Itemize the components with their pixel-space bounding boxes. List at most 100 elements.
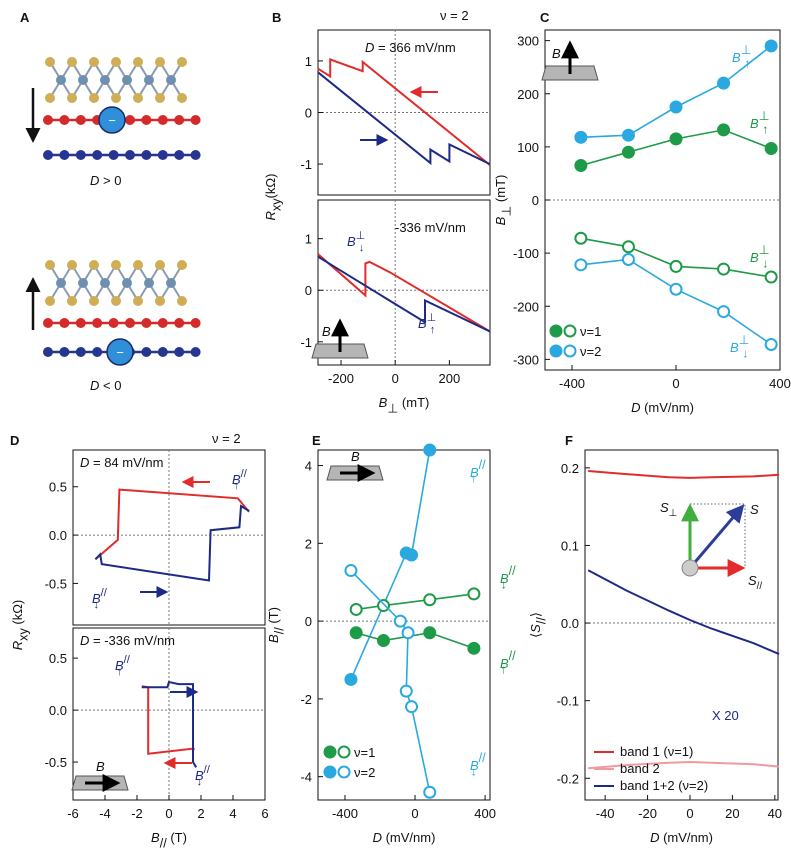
series-label-part: ↓ xyxy=(501,577,507,591)
panel-letter: D xyxy=(10,433,19,448)
annotation-part: ν = 2 xyxy=(212,431,241,446)
data-line xyxy=(141,685,196,755)
annotation-part: ↓ xyxy=(359,242,365,254)
data-point xyxy=(669,100,683,114)
data-point xyxy=(717,76,731,90)
legend-marker xyxy=(563,324,577,338)
connector xyxy=(350,570,431,793)
annotation: B⊥ ↓ xyxy=(347,230,365,254)
charge-sign: − xyxy=(116,345,124,360)
y-axis-label-part: (kΩ) xyxy=(263,174,278,199)
y-tick-label: -0.2 xyxy=(557,771,579,786)
annotation: B//↑ xyxy=(232,468,248,492)
data-line xyxy=(94,504,250,582)
connector xyxy=(580,45,772,139)
annotation-part: // xyxy=(101,587,108,599)
data-point xyxy=(574,258,588,272)
x-tick-label: -40 xyxy=(596,806,615,821)
y-tick-label: 0 xyxy=(305,106,312,121)
data-point xyxy=(423,443,437,457)
annotation-part: X 20 xyxy=(712,708,739,723)
data-point xyxy=(669,259,683,273)
legend-label: band 2 xyxy=(620,761,660,776)
x-tick-label: -2 xyxy=(131,806,143,821)
data-point xyxy=(467,641,481,655)
data-point xyxy=(423,593,437,607)
chain-atom xyxy=(75,150,86,160)
spin-ball xyxy=(681,559,699,577)
y-axis-label: B// (T) xyxy=(266,607,286,643)
data-point xyxy=(423,626,437,640)
data-point xyxy=(344,564,358,578)
chain-atom xyxy=(43,347,53,357)
annotation-part: // xyxy=(124,654,131,666)
y-axis-label-part: S xyxy=(528,624,543,633)
data-point xyxy=(393,614,407,628)
y-tick-label: 0.0 xyxy=(49,528,67,543)
atom-s xyxy=(67,93,77,103)
x-axis-label-part: // xyxy=(160,836,167,850)
series-label-part: // xyxy=(509,564,516,578)
chain-atom xyxy=(75,318,86,328)
annotation-part: B xyxy=(232,472,241,487)
data-point xyxy=(401,626,415,640)
data-line xyxy=(94,488,250,561)
x-tick-label: 0 xyxy=(165,806,172,821)
series-label-part: B xyxy=(750,116,759,131)
data-line xyxy=(588,470,780,479)
x-tick-label: 0 xyxy=(392,371,399,386)
x-axis-label: D (mV/nm) xyxy=(373,830,436,845)
plot-frame xyxy=(317,199,491,366)
inset-label: S xyxy=(750,502,759,517)
y-tick-label: 0.2 xyxy=(561,461,579,476)
panel-letter: C xyxy=(540,10,550,25)
x-axis-label-part: (T) xyxy=(167,830,187,845)
series-label-part: // xyxy=(509,649,516,663)
chain-atom xyxy=(108,318,119,328)
y-tick-label: 1 xyxy=(305,54,312,69)
inset-label-part: S xyxy=(750,502,759,517)
atom-s xyxy=(89,260,99,270)
y-axis-label-part: B xyxy=(493,216,508,225)
panel-letter: E xyxy=(312,433,321,448)
charge xyxy=(106,338,134,366)
atom-s xyxy=(111,57,121,67)
atom-s xyxy=(155,57,165,67)
series-label-part: ↑ xyxy=(471,471,477,485)
annotation-part: B xyxy=(418,316,427,331)
series-label-part: B xyxy=(500,656,509,671)
y-axis-label: ⟨S//⟩ xyxy=(528,612,548,638)
vec-s xyxy=(688,504,745,569)
x-tick-label: 0 xyxy=(411,806,418,821)
chain-atom xyxy=(59,115,70,125)
data-point xyxy=(717,262,731,276)
y-tick-label: -2 xyxy=(300,692,312,707)
annotation: B//↓ xyxy=(92,587,108,611)
atom-s xyxy=(111,93,121,103)
series-label-part: // xyxy=(479,458,486,472)
data-point xyxy=(423,785,437,799)
chain-atom xyxy=(59,318,70,328)
x-axis-label: B// (T) xyxy=(151,830,187,850)
x-axis-label-part: (mV/nm) xyxy=(659,830,712,845)
x-tick-label: 400 xyxy=(769,376,791,391)
x-axis-label: D (mV/nm) xyxy=(650,830,713,845)
annotation-part: ↑ xyxy=(116,666,122,678)
atom-s xyxy=(89,57,99,67)
data-line xyxy=(317,71,491,166)
panel-letter: F xyxy=(565,433,573,448)
atom-s xyxy=(177,296,187,306)
x-tick-label: -400 xyxy=(332,806,358,821)
annotation: X 20 xyxy=(712,708,739,723)
y-axis-label-part: ⟨ xyxy=(528,633,543,638)
annotation: D = -336 mV/nm xyxy=(80,633,175,648)
atom-s xyxy=(133,296,143,306)
series-label-part: B xyxy=(470,758,479,773)
atom-s xyxy=(67,296,77,306)
y-tick-label: -0.5 xyxy=(45,576,67,591)
annotation-part: ↓ xyxy=(196,776,202,788)
data-point xyxy=(405,700,419,714)
y-tick-label: 100 xyxy=(517,140,539,155)
inset-label: B xyxy=(96,759,105,774)
y-tick-label: 0.0 xyxy=(49,703,67,718)
